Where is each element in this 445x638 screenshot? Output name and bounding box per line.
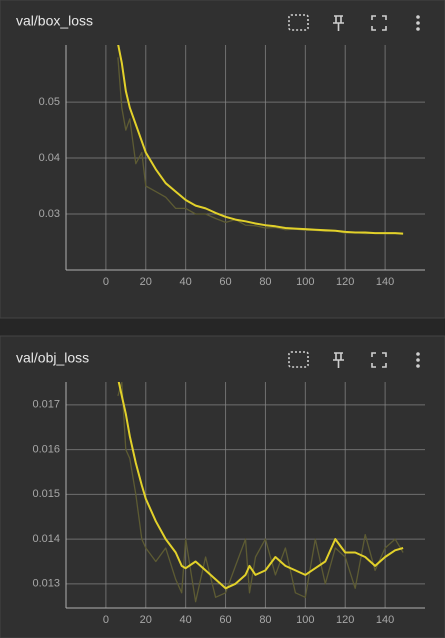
card-title: val/box_loss [16,13,93,29]
x-tick-label: 40 [180,614,192,626]
y-tick-label: 0.017 [32,399,60,411]
card [0,335,445,638]
x-tick-label: 120 [336,276,354,288]
x-tick-label: 0 [103,276,109,288]
x-tick-label: 140 [376,276,394,288]
y-tick-label: 0.013 [32,578,60,590]
toolbar[interactable] [288,351,420,368]
y-tick-label: 0.03 [39,208,60,220]
card-title: val/obj_loss [16,350,89,366]
y-tick-label: 0.016 [32,443,60,455]
x-tick-label: 100 [296,276,314,288]
menu-icon[interactable] [416,352,420,368]
pin-icon[interactable] [333,15,344,31]
y-tick-label: 0.04 [39,152,60,164]
plot-area [117,45,404,235]
y-tick-label: 0.015 [32,488,60,500]
x-tick-label: 0 [103,614,109,626]
x-tick-label: 20 [140,276,152,288]
x-tick-label: 20 [140,614,152,626]
fullscreen-icon[interactable] [371,15,387,31]
toolbar[interactable] [288,14,420,31]
x-tick-label: 60 [219,614,231,626]
plot-area [117,382,404,603]
x-tick-label: 140 [376,614,394,626]
y-tick-label: 0.014 [32,533,60,545]
x-tick-label: 120 [336,614,354,626]
pin-icon[interactable] [333,352,344,368]
x-tick-label: 80 [259,614,271,626]
x-tick-label: 40 [180,276,192,288]
x-tick-label: 60 [219,276,231,288]
fullscreen-icon[interactable] [371,352,387,368]
series-line [117,45,404,235]
menu-icon[interactable] [416,15,420,31]
x-tick-label: 100 [296,614,314,626]
y-tick-label: 0.05 [39,96,60,108]
series-line [117,382,404,603]
series-line [117,382,404,590]
x-tick-label: 80 [259,276,271,288]
card [0,0,445,319]
